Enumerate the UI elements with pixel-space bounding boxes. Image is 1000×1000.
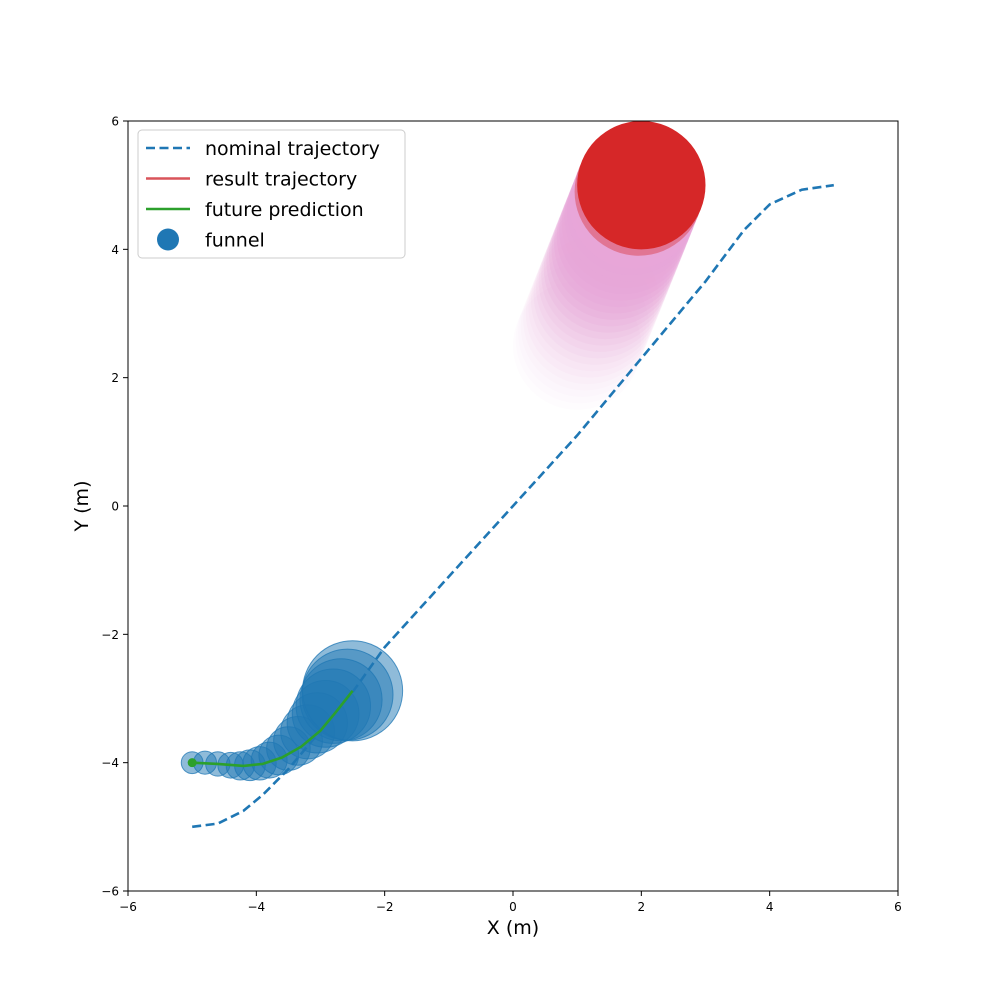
obstacle-circle <box>523 255 652 385</box>
x-tick-label: 4 <box>766 900 774 914</box>
x-tick-label: −4 <box>247 900 265 914</box>
legend-label: future prediction <box>205 199 364 221</box>
y-tick-label: −6 <box>101 885 119 899</box>
y-tick-label: 0 <box>111 500 119 514</box>
x-tick-label: 6 <box>894 900 902 914</box>
y-tick-label: 4 <box>111 243 119 257</box>
y-tick-label: −2 <box>101 628 119 642</box>
axis-ticks: −6 −4 −2 0 2 4 6 −6 −4 −2 0 2 4 6 <box>101 115 902 915</box>
legend-label: result trajectory <box>205 169 357 191</box>
future-prediction-line <box>192 689 354 768</box>
x-tick-label: 2 <box>638 900 646 914</box>
nominal-trajectory-line <box>192 183 834 829</box>
x-axis-label: X (m) <box>487 917 539 939</box>
legend: nominal trajectory result trajectory futur… <box>137 129 406 259</box>
legend-box <box>137 129 406 259</box>
y-tick-label: 2 <box>111 371 119 385</box>
legend-label: funnel <box>205 230 265 252</box>
prediction-start-point <box>187 758 197 768</box>
obstacle-circle <box>577 121 706 250</box>
x-tick-label: −6 <box>119 900 137 914</box>
y-tick-label: −4 <box>101 756 119 770</box>
plot-area <box>180 121 834 829</box>
y-tick-label: 6 <box>111 115 119 129</box>
legend-funnel-marker <box>157 228 179 251</box>
y-axis-label: Y (m) <box>71 481 93 533</box>
legend-label: nominal trajectory <box>205 138 380 160</box>
x-tick-label: −2 <box>376 900 394 914</box>
x-tick-label: 0 <box>509 900 517 914</box>
